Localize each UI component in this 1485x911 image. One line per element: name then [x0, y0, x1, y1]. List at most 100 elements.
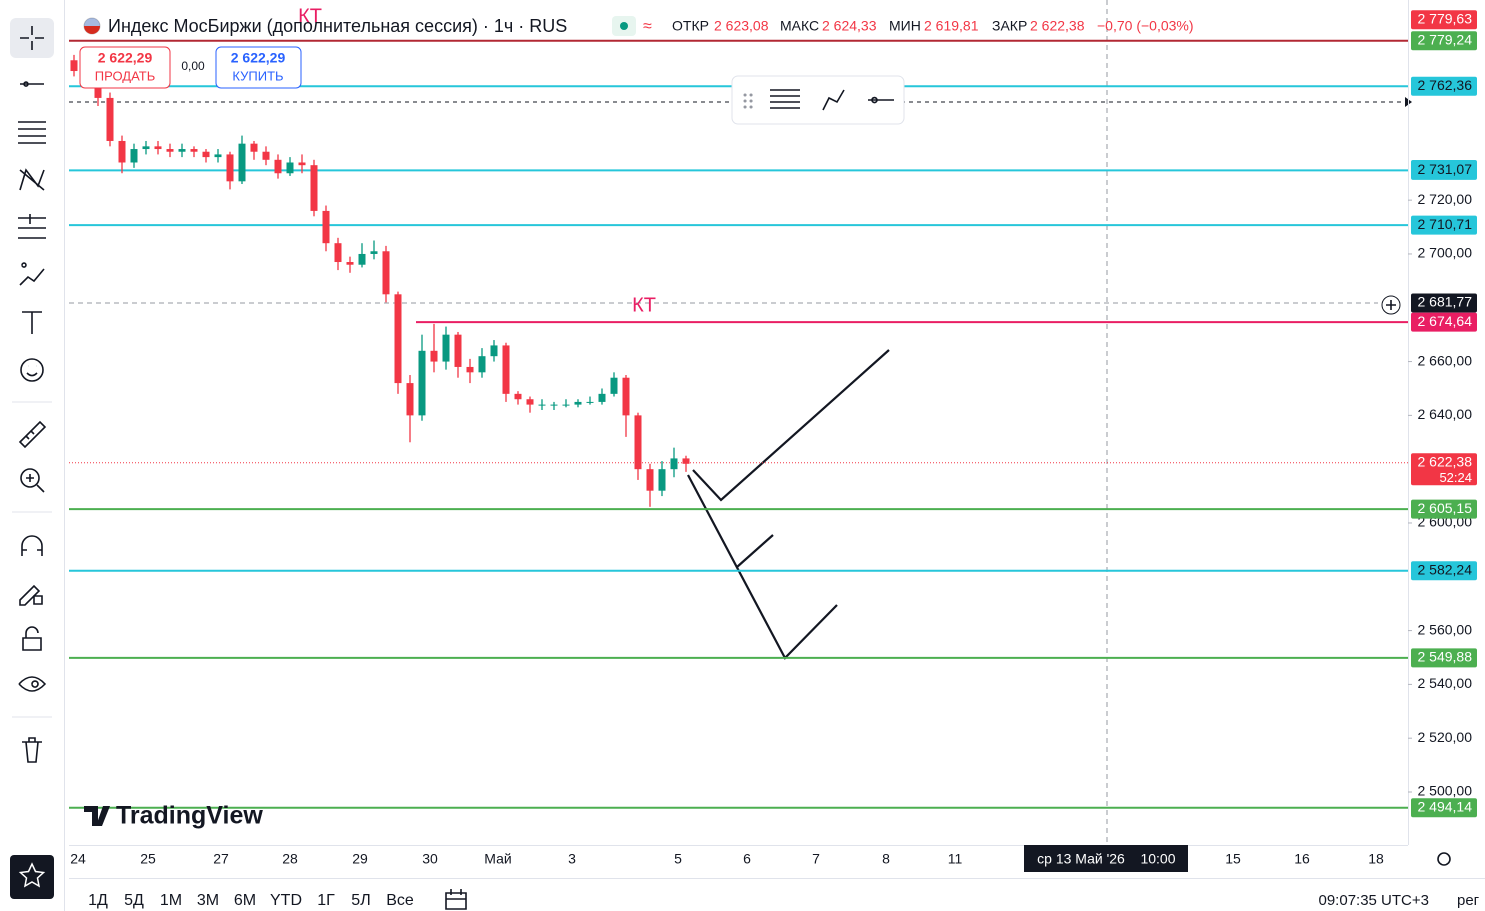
projection-tool[interactable] [18, 214, 46, 239]
candle-body [454, 334, 462, 367]
zoom-tool[interactable] [20, 468, 40, 488]
candle-body [598, 393, 606, 402]
ohlc-label: ЗАКР [992, 18, 1027, 34]
buy-label: КУПИТЬ [232, 68, 283, 83]
range-button[interactable]: 5Д [124, 892, 144, 909]
candle-body [574, 401, 582, 405]
goto-date-button[interactable] [445, 889, 467, 910]
brush-tool[interactable] [19, 262, 45, 286]
candle-body [658, 469, 666, 491]
chart-title: Индекс МосБиржи (дополнительная сессия) … [108, 16, 567, 36]
text-tool[interactable] [22, 311, 42, 334]
range-button[interactable]: 1Д [88, 892, 108, 909]
line-tool[interactable] [20, 81, 44, 87]
x-tick-label: 18 [1368, 851, 1384, 867]
visibility-tool[interactable] [18, 676, 47, 692]
candle-body [430, 350, 438, 362]
crosshair-tool[interactable] [20, 26, 44, 50]
fib-button[interactable] [770, 89, 800, 109]
y-tick-label: 2 640,00 [1418, 406, 1473, 422]
price-badge-label: 2 605,15 [1418, 500, 1473, 516]
candle-body [226, 154, 234, 182]
candle-body [106, 97, 114, 141]
price-badge-label: 2 779,63 [1418, 10, 1473, 26]
range-button[interactable]: 1М [160, 892, 182, 909]
candle-body [562, 404, 570, 406]
candle-body [610, 377, 618, 394]
candle-body [238, 143, 246, 182]
settings-button[interactable] [1437, 852, 1451, 866]
range-button[interactable]: 5Л [351, 892, 370, 909]
candle-body [70, 60, 78, 72]
y-tick-label: 2 700,00 [1418, 245, 1473, 261]
candle-body [670, 458, 678, 470]
y-tick-label: 2 520,00 [1418, 729, 1473, 745]
candle-body [622, 377, 630, 416]
candle-body [94, 79, 102, 98]
unlock-tool[interactable] [22, 626, 42, 651]
annotation: КТ [298, 5, 322, 27]
price-badge [1411, 561, 1477, 581]
range-button[interactable]: 1Г [317, 892, 335, 909]
candle-body [586, 401, 594, 403]
pattern-tool[interactable] [19, 168, 45, 191]
lock-draw-tool[interactable] [19, 584, 43, 606]
y-tick-label: 2 660,00 [1418, 352, 1473, 368]
candle-body [502, 345, 510, 394]
price-badge-label: 2 762,36 [1418, 77, 1473, 93]
candle-body [490, 345, 498, 357]
price-badge [1411, 31, 1477, 51]
candle-body [118, 140, 126, 163]
favorites-button[interactable] [10, 855, 54, 899]
header: Индекс МосБиржи (дополнительная сессия) … [79, 16, 1194, 89]
price-badge [1411, 648, 1477, 668]
x-tick-label: 6 [743, 851, 751, 867]
range-button[interactable]: YTD [270, 892, 302, 909]
time-axis: 24 25 27 28 29 30 Май 3 5 6 7 8 11 15 16 18 [70, 851, 1384, 867]
price-badge [1411, 312, 1477, 332]
range-button[interactable]: Все [386, 892, 414, 909]
candle-body [358, 253, 366, 265]
candle-body [394, 294, 402, 384]
x-tick-label: 3 [568, 851, 576, 867]
clock: 09:07:35 UTC+3 [1319, 892, 1430, 909]
spread: 0,00 [181, 59, 205, 73]
candle-body [646, 469, 654, 491]
magnet-tool[interactable] [21, 535, 43, 556]
tool-active[interactable] [10, 18, 54, 58]
price-badge-label: 2 731,07 [1418, 161, 1473, 177]
ruler-tool[interactable] [18, 420, 47, 449]
ohlc-label: ОТКР [672, 18, 709, 34]
price-badge [1411, 215, 1477, 235]
trash-tool[interactable] [22, 737, 42, 763]
candle-body [382, 251, 390, 295]
countdown: 52:24 [1439, 470, 1472, 485]
candle-body [466, 366, 474, 373]
ohlc-label: МИН [889, 18, 921, 34]
price-badge-label: 2 622,38 [1418, 453, 1473, 469]
y-tick-label: 2 540,00 [1418, 675, 1473, 691]
candle-body [298, 162, 306, 166]
range-button[interactable]: 6М [234, 892, 256, 909]
path-button[interactable] [822, 89, 845, 111]
candle-body [346, 262, 354, 265]
range-button[interactable]: 3М [197, 892, 219, 909]
x-tick-label: 7 [812, 851, 820, 867]
annotation: КТ [632, 294, 656, 316]
candle-body [274, 159, 282, 174]
price-badge-label: 2 681,77 [1418, 294, 1473, 310]
x-tick-label: 8 [882, 851, 890, 867]
sell-button[interactable] [79, 46, 171, 89]
candle-body [286, 162, 294, 174]
candle-body [190, 149, 198, 152]
emoji-tool[interactable] [20, 358, 44, 382]
price-badge-label: 2 674,64 [1418, 313, 1473, 329]
buy-button[interactable] [215, 46, 302, 89]
logo-text: TradingView [116, 802, 263, 830]
fib-tool[interactable] [18, 121, 46, 144]
x-tick-label: 24 [70, 851, 86, 867]
svg-text:≈: ≈ [643, 18, 652, 35]
line-button[interactable] [868, 96, 894, 104]
price-badge [1411, 798, 1477, 818]
